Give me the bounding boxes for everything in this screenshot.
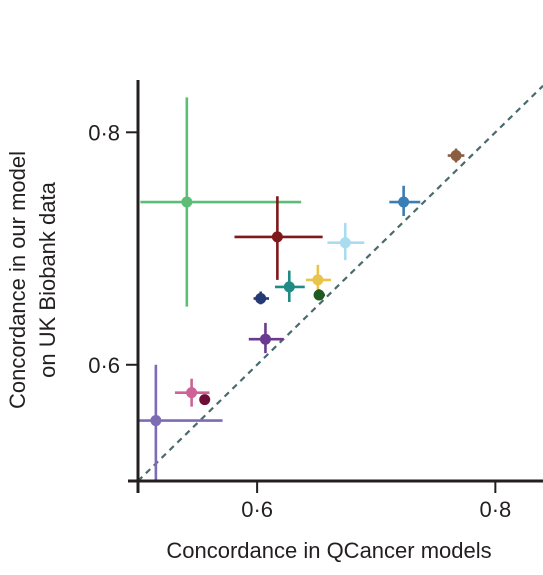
point-marker [199, 394, 211, 406]
x-tick-label: 0·8 [479, 497, 511, 522]
ticks-layer: 0·6 0·8 0·6 0·8 [88, 120, 511, 522]
point-marker [150, 415, 162, 427]
point-marker [181, 196, 193, 208]
point-marker [398, 196, 410, 208]
data-point [253, 291, 270, 305]
y-axis-title: Concordance in our model on UK Biobank d… [5, 151, 60, 409]
data-points-layer [138, 97, 465, 481]
point-marker [271, 231, 283, 243]
point-marker [313, 289, 325, 301]
data-point [389, 185, 421, 216]
point-marker [450, 150, 462, 162]
data-point [447, 148, 465, 163]
data-point [248, 322, 284, 354]
point-marker [186, 387, 198, 399]
point-marker [312, 274, 324, 286]
y-axis-title-line-1: Concordance in our model [5, 151, 30, 409]
x-tick-label: 0·6 [241, 497, 273, 522]
x-axis-title: Concordance in QCancer models [166, 538, 491, 563]
point-marker [259, 333, 271, 345]
data-point [199, 394, 211, 406]
point-marker [339, 237, 351, 249]
data-point [174, 378, 210, 407]
data-point [234, 196, 323, 280]
data-point [305, 264, 331, 293]
data-point [327, 222, 365, 261]
y-tick-label: 0·8 [88, 120, 120, 145]
point-marker [255, 293, 267, 305]
axes-layer [128, 80, 543, 493]
point-marker [283, 281, 295, 293]
data-point [274, 270, 305, 303]
data-point [140, 97, 302, 307]
y-axis-title-line-2: on UK Biobank data [35, 181, 60, 377]
y-tick-label: 0·6 [88, 353, 120, 378]
data-point [313, 289, 326, 301]
data-point [138, 364, 223, 481]
